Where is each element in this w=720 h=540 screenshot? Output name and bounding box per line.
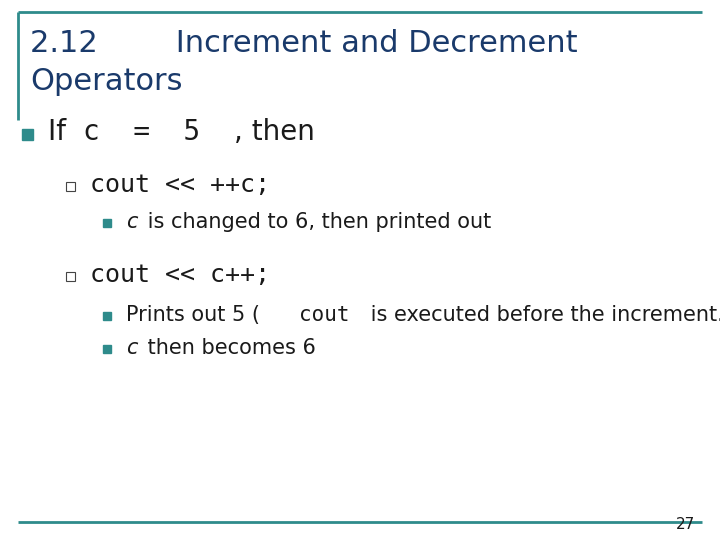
Bar [103, 345, 111, 353]
Text: then becomes 6: then becomes 6 [141, 338, 315, 358]
Text: c: c [126, 338, 138, 358]
Text: Operators: Operators [30, 68, 182, 97]
Text: cout: cout [299, 305, 349, 325]
Text: If: If [48, 118, 75, 146]
Text: is executed before the increment.: is executed before the increment. [364, 305, 720, 325]
Text: 2.12        Increment and Decrement: 2.12 Increment and Decrement [30, 29, 577, 57]
Text: is changed to 6, then printed out: is changed to 6, then printed out [141, 212, 491, 232]
Text: 27: 27 [676, 517, 695, 532]
Text: c: c [126, 212, 138, 232]
Bar [103, 219, 111, 227]
Bar [22, 129, 33, 140]
Bar [66, 182, 75, 191]
Text: c  =  5: c = 5 [83, 118, 200, 146]
Text: cout << ++c;: cout << ++c; [90, 173, 270, 197]
Bar [103, 312, 111, 320]
Text: Prints out 5 (: Prints out 5 ( [126, 305, 260, 325]
Text: , then: , then [234, 118, 315, 146]
Bar [66, 272, 75, 281]
Text: cout << c++;: cout << c++; [90, 263, 270, 287]
